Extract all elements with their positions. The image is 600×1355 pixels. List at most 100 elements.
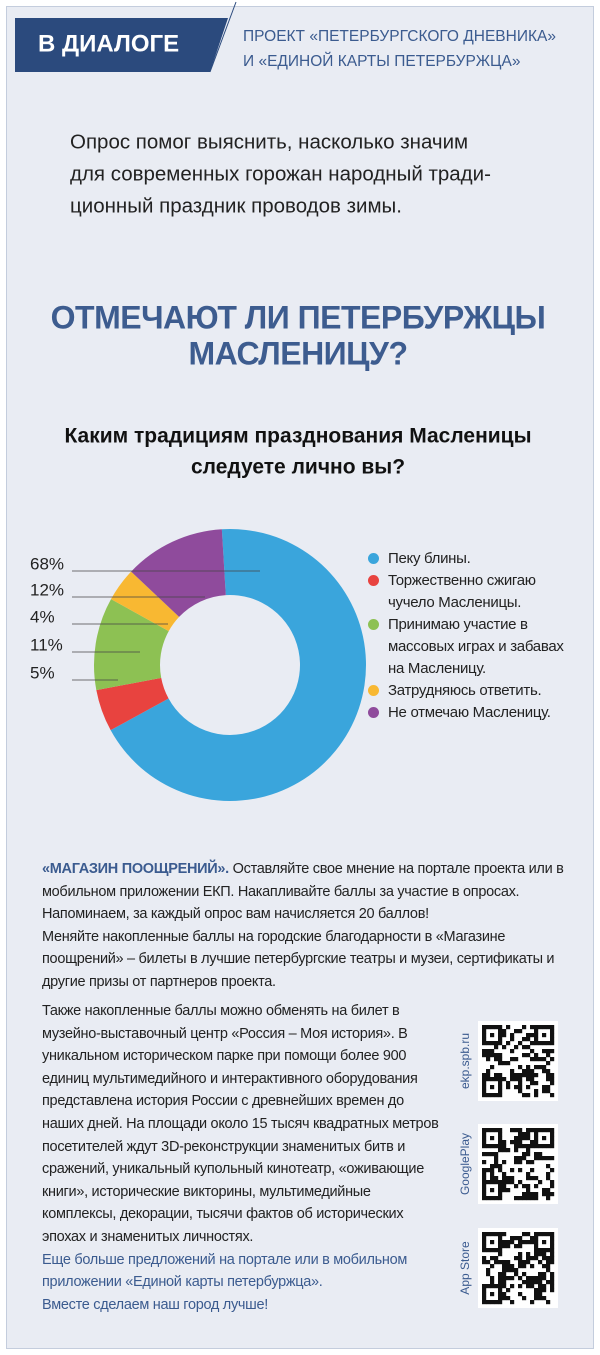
legend-swatch xyxy=(368,575,379,586)
qr-cell xyxy=(522,1240,527,1245)
qr-cell xyxy=(534,1276,539,1281)
qr-cell xyxy=(538,1296,543,1301)
qr-cell xyxy=(550,1244,555,1249)
qr-cell xyxy=(486,1260,491,1265)
qr-cell xyxy=(550,1276,555,1281)
legend-label: Принимаю участие в массовых играх и заба… xyxy=(388,616,564,677)
qr-cell xyxy=(534,1244,539,1249)
qr-cell xyxy=(542,1136,547,1141)
qr-cell xyxy=(534,1232,539,1237)
qr-cell xyxy=(506,1288,511,1293)
qr-cell xyxy=(518,1240,523,1245)
qr-cell xyxy=(510,1176,515,1181)
qr-cell xyxy=(498,1164,503,1169)
qr-cell xyxy=(530,1160,535,1165)
qr-cell xyxy=(514,1128,519,1133)
qr-cell xyxy=(526,1073,531,1078)
qr-cell xyxy=(490,1292,495,1297)
qr-cell xyxy=(494,1164,499,1169)
qr-cell xyxy=(482,1296,487,1301)
qr-cell xyxy=(526,1069,531,1074)
qr-cell xyxy=(494,1156,499,1161)
qr-cell xyxy=(486,1144,491,1149)
qr-cell xyxy=(542,1264,547,1269)
qr-cell xyxy=(538,1156,543,1161)
qr-cell xyxy=(490,1085,495,1090)
qr-cell xyxy=(498,1025,503,1030)
qr-cell xyxy=(498,1053,503,1058)
qr-cell xyxy=(522,1053,527,1058)
qr-cell xyxy=(514,1077,519,1082)
qr-cell xyxy=(534,1025,539,1030)
qr-cell xyxy=(530,1041,535,1046)
qr-cell xyxy=(538,1041,543,1046)
qr-cell xyxy=(514,1236,519,1241)
qr-cell xyxy=(490,1093,495,1098)
qr-cell xyxy=(514,1256,519,1261)
value-label: 5% xyxy=(30,663,55,682)
qr-cell xyxy=(542,1033,547,1038)
qr-cell xyxy=(494,1260,499,1265)
qr-cell xyxy=(518,1168,523,1173)
qr-cell xyxy=(482,1300,487,1305)
footer-text: Вместе сделаем наш город лучше! xyxy=(42,1296,268,1313)
qr-cell xyxy=(498,1192,503,1197)
qr-cell xyxy=(542,1248,547,1253)
legend-label: Пеку блины. xyxy=(388,550,471,567)
qr-cell xyxy=(498,1073,503,1078)
qr-cell xyxy=(502,1184,507,1189)
qr-cell xyxy=(534,1280,539,1285)
qr-cell xyxy=(482,1232,487,1237)
qr-cell xyxy=(482,1029,487,1034)
qr-cell xyxy=(534,1184,539,1189)
qr-cell xyxy=(530,1049,535,1054)
qr-cell xyxy=(550,1041,555,1046)
qr-cell xyxy=(546,1164,551,1169)
qr-cell xyxy=(482,1248,487,1253)
qr-cell xyxy=(482,1089,487,1094)
qr-cell xyxy=(482,1196,487,1201)
qr-cell xyxy=(498,1300,503,1305)
qr-cell xyxy=(498,1061,503,1066)
qr-cell xyxy=(510,1168,515,1173)
qr-cell xyxy=(498,1296,503,1301)
qr-cell xyxy=(498,1128,503,1133)
qr-cell xyxy=(486,1069,491,1074)
intro-line: Опрос помог выяснить, насколько значим xyxy=(70,130,468,153)
qr-cell xyxy=(490,1284,495,1289)
qr-cell xyxy=(546,1049,551,1054)
qr-cell xyxy=(482,1025,487,1030)
qr-cell xyxy=(534,1152,539,1157)
qr-cell xyxy=(506,1081,511,1086)
qr-cell xyxy=(506,1025,511,1030)
qr-cell xyxy=(494,1248,499,1253)
qr-cell xyxy=(490,1053,495,1058)
qr-cell xyxy=(498,1085,503,1090)
qr-cell xyxy=(494,1053,499,1058)
qr-cell xyxy=(510,1077,515,1082)
qr-cell xyxy=(494,1093,499,1098)
qr-cell xyxy=(482,1240,487,1245)
qr-cell xyxy=(490,1240,495,1245)
qr-cell xyxy=(538,1280,543,1285)
body-bottom: Также накопленные баллы можно обменять н… xyxy=(42,1000,447,1316)
qr-cell xyxy=(498,1132,503,1137)
project-line: ПРОЕКТ «ПЕТЕРБУРГСКОГО ДНЕВНИКА» xyxy=(243,28,556,45)
qr-cell xyxy=(506,1180,511,1185)
qr-cell xyxy=(490,1176,495,1181)
qr-cell xyxy=(510,1268,515,1273)
qr-cell xyxy=(502,1272,507,1277)
footer-text: Еще больше предложений на портале или в … xyxy=(42,1251,408,1291)
qr-cell xyxy=(538,1276,543,1281)
qr-cell xyxy=(482,1093,487,1098)
qr-cell xyxy=(546,1232,551,1237)
qr-cell xyxy=(550,1077,555,1082)
qr-cell xyxy=(526,1037,531,1042)
qr-cell xyxy=(522,1280,527,1285)
qr-label: App Store xyxy=(458,1241,472,1295)
qr-cell xyxy=(534,1292,539,1297)
qr-cell xyxy=(506,1061,511,1066)
chart-subtitle: Каким традициям празднования Масленицы xyxy=(64,425,531,448)
qr-cell xyxy=(486,1180,491,1185)
qr-cell xyxy=(550,1280,555,1285)
